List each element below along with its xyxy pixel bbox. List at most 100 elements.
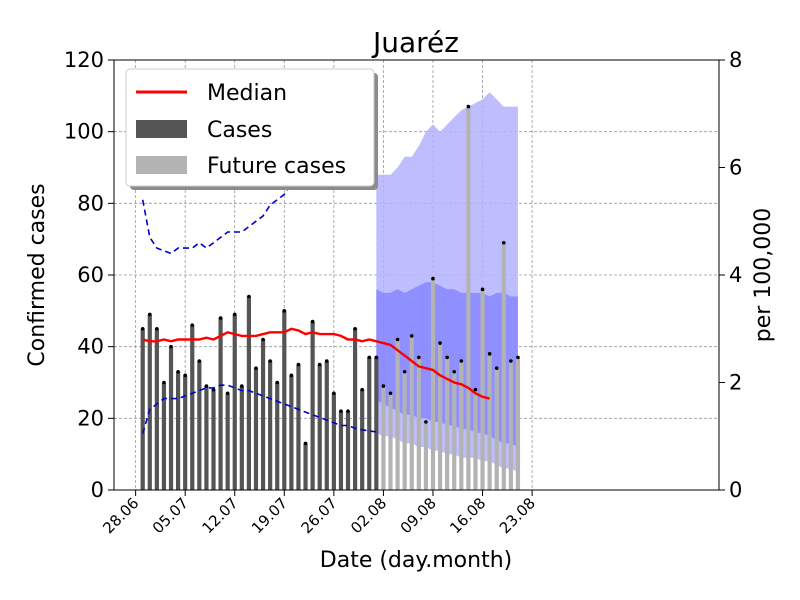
case-point <box>190 323 195 327</box>
future-case-point <box>395 337 400 342</box>
chart-title: Juaréz <box>371 26 459 59</box>
case-bar <box>282 310 287 490</box>
case-point <box>261 337 265 342</box>
case-point <box>275 380 280 385</box>
y-tick-label-right: 0 <box>729 478 742 502</box>
y-tick-label: 60 <box>77 263 104 287</box>
y-tick-label: 100 <box>64 120 104 144</box>
future-case-bar <box>508 361 513 490</box>
legend-median-label: Median <box>207 81 287 106</box>
case-point <box>197 359 202 363</box>
future-case-point <box>409 334 414 338</box>
case-point <box>324 359 329 363</box>
legend: Median Cases Future cases <box>125 68 378 190</box>
future-case-bar <box>381 386 386 490</box>
y-tick-label: 20 <box>77 406 104 430</box>
future-case-bar <box>459 361 464 490</box>
case-point <box>268 359 272 363</box>
case-point <box>254 366 258 370</box>
y-axis-label-right: per 100,000 <box>751 208 776 343</box>
case-bar <box>168 346 174 490</box>
y-tick-label-right: 8 <box>729 48 742 72</box>
case-bar <box>289 375 294 490</box>
future-case-point <box>480 287 485 292</box>
x-tick-label: 02.08 <box>347 494 390 537</box>
case-bar <box>268 361 273 490</box>
case-bar <box>317 364 322 490</box>
case-point <box>240 384 244 388</box>
future-case-bar <box>445 357 450 490</box>
future-case-point <box>501 240 506 245</box>
future-case-bar <box>437 343 443 490</box>
case-point <box>169 344 173 349</box>
future-case-bar <box>395 339 400 490</box>
future-case-point <box>402 369 407 374</box>
future-case-point <box>509 359 513 363</box>
case-point <box>346 409 350 413</box>
future-case-point <box>459 359 464 363</box>
future-case-point <box>438 341 442 345</box>
y-tick-label: 0 <box>91 478 104 502</box>
future-case-bar <box>409 335 414 490</box>
bars-layer <box>140 104 521 490</box>
future-case-bar <box>430 278 436 490</box>
future-case-bar <box>402 371 407 490</box>
case-bar <box>176 371 181 490</box>
case-bar <box>239 386 244 490</box>
case-bar <box>331 393 336 490</box>
future-case-bar <box>388 393 393 490</box>
lower-dashed-line <box>141 384 377 434</box>
y-axis-label: Confirmed cases <box>25 183 50 366</box>
case-point <box>374 355 379 360</box>
case-point <box>176 369 180 374</box>
future-case-bar <box>466 106 471 490</box>
case-bar <box>345 411 351 490</box>
case-bar <box>324 361 329 490</box>
future-case-bar <box>515 357 521 490</box>
case-point <box>360 387 364 392</box>
case-bar <box>246 296 251 490</box>
case-point <box>232 312 237 317</box>
case-point <box>218 316 223 320</box>
case-point <box>183 373 187 378</box>
x-tick-label: 26.07 <box>298 494 341 537</box>
case-bar <box>183 375 188 490</box>
x-tick-label: 23.08 <box>496 494 539 537</box>
future-case-bar <box>423 421 428 490</box>
future-case-point <box>381 384 386 388</box>
case-bar <box>310 321 315 490</box>
case-point <box>367 355 372 360</box>
x-tick-label: 19.07 <box>248 494 291 537</box>
case-point <box>162 380 166 385</box>
case-point <box>296 362 301 367</box>
case-bar <box>374 357 379 490</box>
case-bar <box>253 368 259 490</box>
case-point <box>289 373 294 378</box>
case-bar <box>204 386 209 490</box>
case-point <box>310 319 315 324</box>
x-axis-label: Date (day.month) <box>320 548 512 573</box>
case-bar <box>161 382 167 490</box>
legend-future-swatch <box>136 156 187 174</box>
x-tick-label: 05.07 <box>149 494 192 537</box>
case-bar <box>260 339 266 490</box>
case-bar <box>154 328 159 490</box>
x-tick-label: 09.08 <box>397 494 440 537</box>
future-case-point <box>388 391 393 396</box>
case-bar <box>296 364 301 490</box>
case-bar <box>197 361 202 490</box>
y-tick-label-right: 4 <box>729 263 742 287</box>
y-tick-label: 40 <box>77 335 104 359</box>
case-bar <box>275 382 280 490</box>
case-point <box>282 309 287 313</box>
y-tick-label-right: 2 <box>729 371 742 395</box>
case-point <box>332 391 336 396</box>
case-bar <box>190 325 195 490</box>
future-case-point <box>473 387 478 392</box>
legend-cases-label: Cases <box>207 118 272 143</box>
case-bar <box>360 389 365 490</box>
x-tick-label: 28.06 <box>99 494 142 537</box>
future-case-point <box>516 355 520 360</box>
case-point <box>353 326 357 331</box>
